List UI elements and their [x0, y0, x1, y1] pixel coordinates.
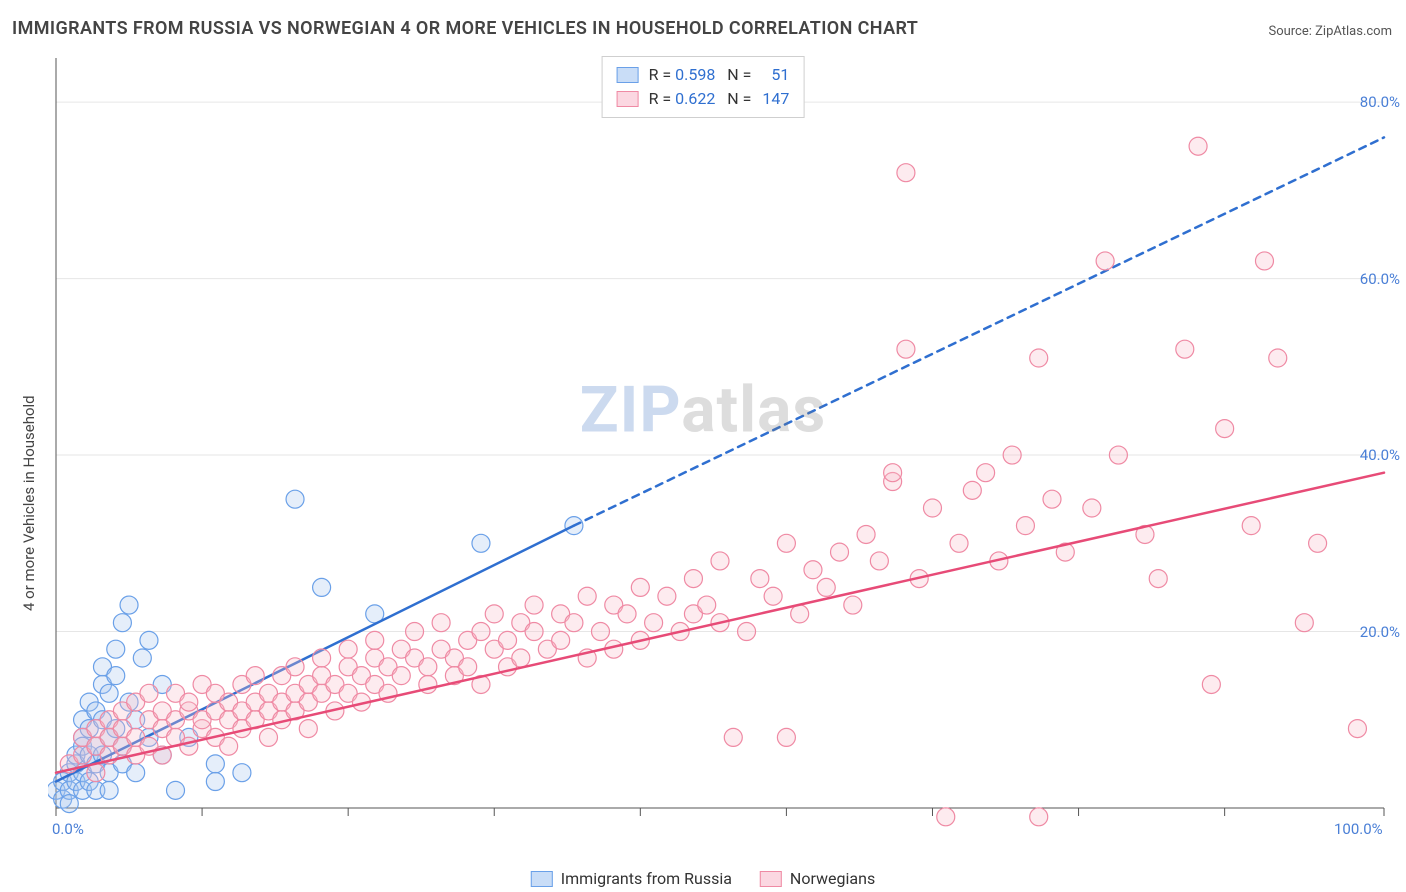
chart-title: IMMIGRANTS FROM RUSSIA VS NORWEGIAN 4 OR… [12, 18, 918, 39]
legend-corr-text-norway: R = 0.622 N = 147 [649, 87, 790, 111]
chart-frame: IMMIGRANTS FROM RUSSIA VS NORWEGIAN 4 OR… [0, 0, 1406, 892]
legend-swatch-norway [617, 91, 639, 107]
y-tick-label: 80.0% [1360, 93, 1400, 111]
x-tick-label: 100.0% [1334, 820, 1383, 838]
legend-correlation-box: R = 0.598 N = 51R = 0.622 N = 147 [602, 56, 805, 118]
chart-source: Source: ZipAtlas.com [1268, 24, 1392, 39]
y-tick-label: 20.0% [1360, 623, 1400, 641]
legend-label-norway: Norwegians [790, 869, 875, 888]
y-tick-label: 40.0% [1360, 446, 1400, 464]
x-tick-label: 0.0% [52, 820, 84, 838]
legend-item-russia: Immigrants from Russia [531, 869, 732, 888]
source-name: ZipAtlas.com [1315, 24, 1392, 39]
plot-area [48, 48, 1394, 838]
legend-item-norway: Norwegians [760, 869, 875, 888]
legend-label-russia: Immigrants from Russia [561, 869, 732, 888]
y-tick-label: 60.0% [1360, 270, 1400, 288]
plot-svg [48, 48, 1394, 838]
legend-swatch-norway [760, 871, 782, 887]
legend-corr-row-russia: R = 0.598 N = 51 [617, 63, 790, 87]
legend-series: Immigrants from Russia Norwegians [531, 869, 875, 888]
y-axis-label: 4 or more Vehicles in Household [20, 395, 38, 611]
source-prefix: Source: [1268, 24, 1315, 39]
legend-corr-row-norway: R = 0.622 N = 147 [617, 87, 790, 111]
legend-corr-text-russia: R = 0.598 N = 51 [649, 63, 790, 87]
legend-swatch-russia [617, 67, 639, 83]
legend-swatch-russia [531, 871, 553, 887]
